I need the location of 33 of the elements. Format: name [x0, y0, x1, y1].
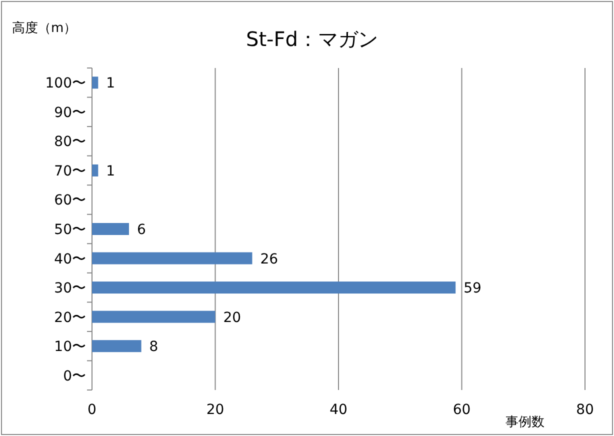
bar	[92, 164, 98, 176]
y-tick-label: 20〜	[54, 310, 86, 326]
x-tick-label: 40	[330, 402, 348, 418]
bar	[92, 223, 129, 235]
data-label: 59	[464, 280, 482, 297]
x-tick-label: 60	[452, 402, 471, 418]
y-tick-label: 90〜	[54, 104, 86, 121]
data-label: 1	[106, 163, 116, 180]
bar	[92, 310, 216, 323]
x-tick-label: 20	[206, 402, 224, 418]
y-tick-label: 10〜	[54, 339, 86, 356]
bar	[92, 282, 456, 294]
y-tick-label: 30〜	[54, 280, 86, 297]
data-label: 20	[223, 310, 242, 326]
chart-title: St-Fd：マガン	[246, 27, 378, 51]
y-tick-label: 70〜	[54, 163, 86, 180]
x-tick-label: 80	[576, 402, 594, 418]
x-axis-title: 事例数	[506, 415, 544, 430]
data-label: 8	[149, 339, 158, 356]
y-tick-label: 80〜	[54, 134, 86, 150]
y-tick-label: 100〜	[45, 76, 86, 92]
y-tick-label: 0〜	[63, 368, 86, 384]
bar	[92, 252, 252, 264]
data-label: 6	[136, 222, 146, 238]
y-tick-label: 60〜	[54, 192, 86, 209]
y-axis-title: 高度（m）	[12, 20, 77, 36]
data-label: 26	[260, 251, 278, 268]
data-label: 1	[106, 76, 116, 92]
bar	[92, 340, 142, 352]
x-tick-label: 0	[88, 402, 96, 418]
y-tick-label: 50〜	[54, 222, 86, 238]
bar	[92, 76, 98, 89]
y-tick-label: 40〜	[54, 251, 86, 268]
